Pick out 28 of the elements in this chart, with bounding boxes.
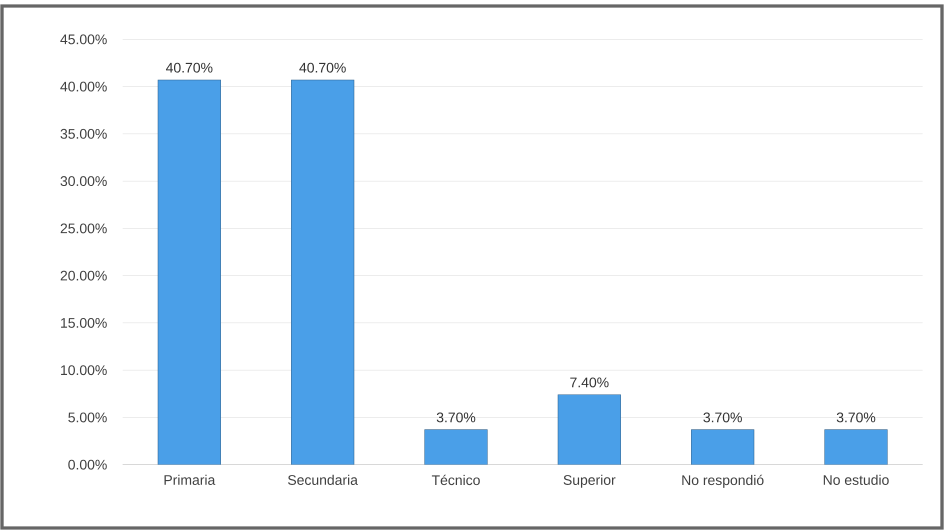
data-label: 40.70% — [166, 62, 212, 73]
bar — [291, 80, 354, 465]
bar — [424, 429, 488, 465]
y-tick-label: 5.00% — [68, 412, 107, 422]
x-tick-label: Superior — [564, 474, 616, 488]
y-tick-label: 25.00% — [60, 223, 107, 234]
data-label: 7.40% — [570, 378, 609, 388]
y-tick-label: 35.00% — [60, 128, 107, 139]
x-tick-label: Técnico — [432, 474, 480, 486]
y-tick-label: 0.00% — [68, 460, 107, 470]
data-label: 3.70% — [836, 412, 876, 422]
data-label: 3.70% — [436, 412, 476, 422]
y-tick-label: 45.00% — [60, 34, 107, 44]
y-tick-label: 40.00% — [60, 82, 107, 92]
y-tick-label: 10.00% — [61, 365, 107, 376]
y-tick-label: 30.00% — [60, 176, 107, 186]
x-tick-label: Primaria — [164, 474, 216, 485]
y-tick-label: 15.00% — [61, 318, 107, 328]
bar — [158, 80, 221, 465]
data-label: 3.70% — [703, 412, 742, 422]
y-tick-label: 20.00% — [60, 270, 107, 281]
bar — [691, 429, 754, 465]
data-label: 40.70% — [299, 62, 346, 73]
x-tick-label: No respondió — [682, 474, 764, 488]
bar — [558, 394, 621, 465]
x-tick-label: No estudio — [824, 474, 889, 485]
bar — [824, 429, 888, 465]
x-tick-label: Secundaria — [288, 474, 358, 485]
